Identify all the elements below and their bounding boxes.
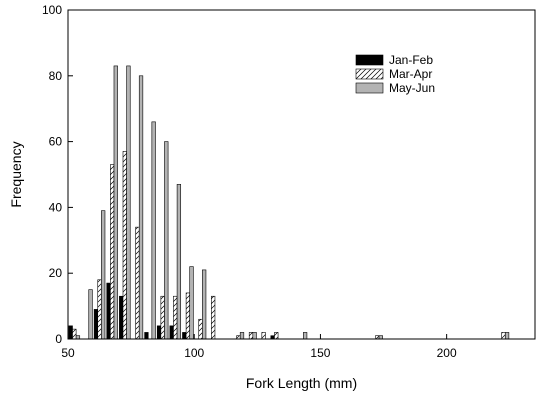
- y-tick-label: 100: [42, 3, 62, 17]
- legend-swatch-mar-apr: [355, 68, 384, 80]
- legend-swatch-jan-feb: [355, 54, 384, 66]
- bar-jan-feb: [93, 309, 99, 340]
- bar-may-jun: [88, 289, 93, 340]
- bar-jan-feb: [144, 332, 149, 340]
- bar-jan-feb: [156, 325, 162, 340]
- bar-jan-feb: [169, 325, 174, 340]
- y-axis-label: Frequency: [8, 141, 24, 207]
- bar-mar-apr: [135, 226, 140, 340]
- bar-mar-apr: [198, 318, 203, 340]
- bar-may-jun: [303, 332, 308, 340]
- y-tick-label: 40: [49, 200, 63, 214]
- ticks-layer: 0 20 40 60 80 100 50 100 150 200: [42, 3, 457, 360]
- bar-jan-feb: [106, 282, 111, 340]
- bar-mar-apr: [248, 332, 254, 340]
- x-axis-label: Fork Length (mm): [246, 375, 357, 391]
- bar-jan-feb: [68, 325, 73, 340]
- x-tick-label: 150: [310, 346, 330, 360]
- bar-mar-apr: [72, 328, 77, 340]
- bar-may-jun: [101, 210, 106, 340]
- bar-may-jun: [189, 266, 194, 340]
- y-tick-label: 80: [49, 69, 63, 83]
- x-tick-label: 100: [184, 346, 204, 360]
- bar-may-jun: [202, 269, 207, 340]
- legend-label-jan-feb: Jan-Feb: [389, 53, 433, 67]
- bar-may-jun: [126, 65, 131, 340]
- legend-label-mar-apr: Mar-Apr: [389, 67, 432, 81]
- bar-mar-apr: [97, 279, 102, 340]
- bar-mar-apr: [160, 295, 165, 340]
- bar-may-jun: [176, 184, 182, 340]
- bar-jan-feb: [119, 295, 124, 340]
- bar-jan-feb: [182, 332, 187, 340]
- bar-mar-apr: [173, 295, 178, 340]
- bar-mar-apr: [261, 332, 266, 340]
- x-tick-label: 50: [61, 346, 75, 360]
- bar-mar-apr: [501, 332, 506, 340]
- bar-mar-apr: [211, 295, 216, 340]
- legend-swatch-may-jun: [355, 82, 384, 94]
- y-tick-label: 0: [55, 332, 62, 346]
- y-tick-label: 60: [49, 135, 63, 149]
- bar-may-jun: [252, 332, 257, 340]
- x-tick-label: 200: [437, 346, 457, 360]
- bar-may-jun: [239, 332, 245, 340]
- bar-mar-apr: [110, 164, 115, 340]
- bar-may-jun: [113, 65, 118, 340]
- bar-may-jun: [138, 75, 144, 340]
- bar-mar-apr: [185, 292, 191, 340]
- bar-mar-apr: [274, 332, 279, 340]
- y-tick-label: 20: [49, 266, 63, 280]
- bars-layer: [68, 65, 510, 340]
- bar-may-jun: [164, 141, 169, 340]
- bar-may-jun: [151, 121, 156, 340]
- bar-mar-apr: [122, 151, 127, 340]
- legend-label-may-jun: May-Jun: [389, 81, 435, 95]
- bar-may-jun: [504, 332, 510, 340]
- plot-frame: [67, 9, 536, 340]
